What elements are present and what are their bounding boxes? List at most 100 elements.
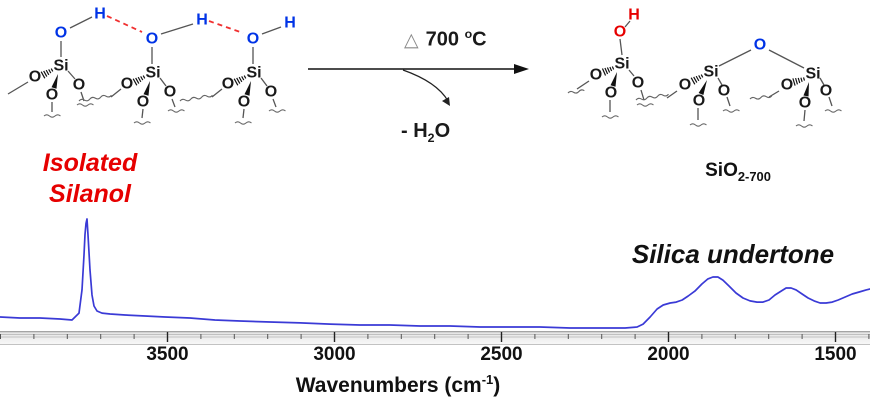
atom-O: O: [718, 83, 730, 100]
byproduct-prefix: - H: [401, 120, 428, 142]
bond-hash: [690, 77, 696, 85]
atom-O: O: [46, 87, 58, 104]
bond-line: [619, 38, 623, 56]
bond-hash: [238, 76, 243, 83]
atom-O: O: [781, 77, 793, 94]
isolated-silanol-line1: Isolated: [42, 149, 138, 177]
bond-hash: [609, 66, 613, 72]
atom-O: O: [137, 94, 149, 111]
surface-squiggle: [601, 115, 619, 119]
bond-hash: [140, 76, 144, 81]
atom-O: O: [238, 94, 250, 111]
bond-hash: [800, 77, 803, 82]
surface-squiggle: [722, 109, 740, 113]
atom-Si: Si: [145, 65, 160, 82]
heat-triangle-icon: △: [404, 29, 419, 51]
atom-Si: Si: [246, 65, 261, 82]
bond-wedge: [803, 82, 809, 97]
atom-O: O: [73, 77, 85, 94]
bond-line: [272, 98, 277, 108]
atom-O: O: [679, 77, 691, 94]
axis-tick-label: 2000: [647, 344, 690, 365]
atom-H: H: [284, 15, 296, 32]
bond-hash: [700, 74, 704, 78]
temperature-unit: C: [472, 28, 487, 51]
bond-hash: [137, 76, 142, 83]
axis-tick-label: 3000: [313, 344, 356, 365]
surface-squiggle: [43, 114, 61, 118]
product-name-label: SiO2-700: [688, 160, 788, 184]
bond-hash: [698, 75, 702, 80]
bond-line: [260, 77, 268, 87]
surface-squiggle: [824, 109, 842, 113]
bond-line: [628, 69, 635, 77]
product-sub: 2-700: [737, 168, 771, 184]
bond-hash: [135, 77, 140, 84]
bond-hash: [604, 67, 609, 75]
bond-wedge: [698, 80, 707, 96]
bond-wedge: [610, 72, 617, 87]
surface-squiggle: [234, 121, 252, 125]
bond-line: [110, 88, 122, 98]
bond-hash: [693, 76, 698, 83]
surface-squiggle: [78, 94, 112, 102]
bond-line: [828, 96, 833, 107]
bond-hash: [236, 77, 241, 84]
bond-hash: [40, 71, 46, 79]
atom-O: O: [29, 69, 41, 86]
bond-hash: [43, 70, 48, 77]
bond-line: [717, 77, 723, 86]
byproduct-suffix: O: [434, 120, 451, 142]
bond-wedge: [143, 81, 150, 96]
bond-line: [67, 70, 76, 80]
byproduct-curved-arrow: [402, 69, 449, 102]
bond-line: [768, 49, 805, 69]
bond-hash: [611, 66, 615, 70]
bond-line: [69, 16, 93, 29]
surface-squiggle: [167, 109, 185, 113]
surface-squiggle: [268, 109, 286, 113]
bond-hash: [606, 67, 611, 73]
bond-line: [211, 88, 223, 98]
bond-line: [640, 89, 645, 101]
surface-squiggle: [133, 121, 151, 125]
atom-O: O: [146, 31, 158, 48]
bond-line: [819, 77, 825, 86]
atom-O: O: [590, 67, 602, 84]
atom-O: O: [121, 76, 133, 93]
degree-sup: o: [464, 27, 473, 41]
bond-line: [242, 108, 245, 119]
atom-O: O: [164, 84, 176, 101]
bond-wedge: [51, 74, 58, 89]
hydrogen-bond: [208, 20, 244, 34]
temperature-value: 700: [425, 28, 465, 51]
bond-line: [171, 98, 176, 108]
bond-hash: [792, 78, 796, 86]
atom-O: O: [693, 93, 705, 110]
bond-hash: [243, 75, 247, 79]
atom-H: H: [196, 12, 208, 29]
surface-squiggle: [635, 93, 669, 101]
bond-hash: [601, 68, 607, 76]
x-axis-title: Wavenumbers (cm-1): [248, 372, 548, 398]
silica-undertone-annotation: Silica undertone: [631, 239, 835, 269]
bond-line: [141, 108, 144, 119]
atom-H: H: [94, 6, 106, 23]
surface-squiggle: [689, 123, 707, 127]
product-prefix: SiO: [705, 160, 738, 181]
surface-squiggle: [795, 124, 813, 128]
axis-tick-label: 1500: [814, 344, 857, 365]
byproduct-arrowhead: [442, 97, 450, 106]
byproduct-sub: 2: [427, 131, 435, 145]
bond-wedge: [244, 81, 251, 96]
bond-line: [803, 109, 806, 122]
reaction-arrowhead: [514, 64, 529, 74]
bond-hash: [802, 77, 806, 81]
bond-line: [666, 90, 678, 99]
x-axis-title-suffix: ): [493, 374, 501, 397]
atom-O: O: [614, 24, 626, 41]
bond-line: [624, 20, 631, 28]
x-axis-title-sup: -1: [481, 372, 494, 387]
